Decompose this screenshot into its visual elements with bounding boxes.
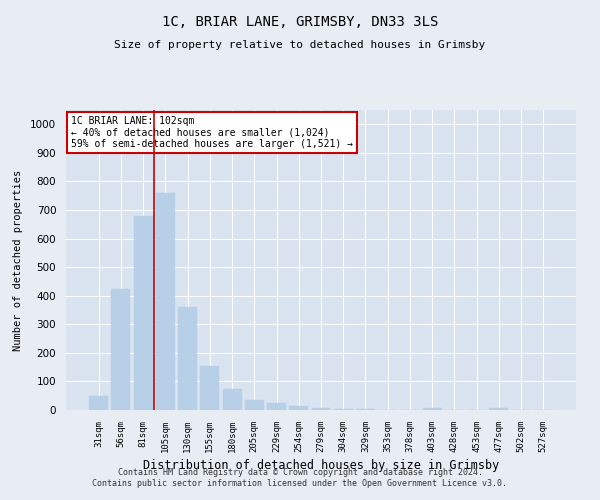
Bar (423, 408, 442, 410)
Text: 1C BRIAR LANE: 102sqm
← 40% of detached houses are smaller (1,024)
59% of semi-d: 1C BRIAR LANE: 102sqm ← 40% of detached … (71, 116, 353, 149)
Bar (134, 216, 152, 410)
Y-axis label: Number of detached properties: Number of detached properties (13, 170, 23, 350)
X-axis label: Distribution of detached houses by size in Grimsby: Distribution of detached houses by size … (143, 459, 499, 472)
Bar (334, 408, 353, 410)
Text: Contains HM Land Registry data © Crown copyright and database right 2024.
Contai: Contains HM Land Registry data © Crown c… (92, 468, 508, 487)
Text: 1C, BRIAR LANE, GRIMSBY, DN33 3LS: 1C, BRIAR LANE, GRIMSBY, DN33 3LS (162, 15, 438, 29)
Bar (267, 403, 286, 410)
Bar (311, 408, 331, 410)
Bar (356, 408, 375, 410)
Text: Size of property relative to detached houses in Grimsby: Size of property relative to detached ho… (115, 40, 485, 50)
Bar (289, 406, 308, 410)
Bar (223, 388, 242, 410)
Bar (156, 193, 175, 410)
Bar (200, 366, 219, 410)
Bar (89, 396, 108, 410)
Bar (112, 288, 130, 410)
Bar (178, 307, 197, 410)
Bar (245, 400, 264, 410)
Bar (490, 408, 508, 410)
